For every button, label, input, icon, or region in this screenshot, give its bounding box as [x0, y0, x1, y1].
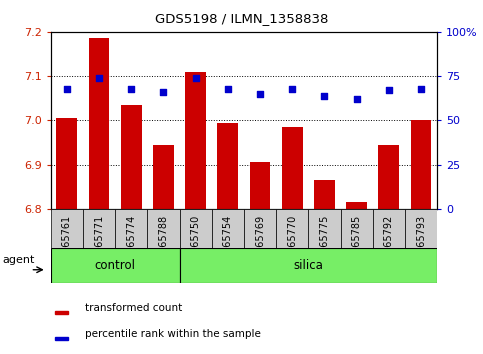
Bar [88, 39, 110, 209]
Text: GSM665793: GSM665793 [416, 215, 426, 274]
Point [256, 91, 264, 97]
Bar [346, 202, 367, 209]
Bar [276, 209, 308, 248]
Bar [378, 145, 399, 209]
Text: GSM665774: GSM665774 [126, 215, 136, 274]
Bar [180, 209, 212, 248]
Bar [250, 162, 270, 209]
Text: GSM665761: GSM665761 [62, 215, 72, 274]
Bar [308, 209, 341, 248]
Bar [51, 248, 180, 283]
Bar [411, 120, 431, 209]
Text: GSM665754: GSM665754 [223, 215, 233, 274]
Text: GSM665770: GSM665770 [287, 215, 297, 274]
Point [63, 86, 71, 91]
Point [353, 96, 360, 102]
Text: GSM665792: GSM665792 [384, 215, 394, 274]
Text: GSM665771: GSM665771 [94, 215, 104, 274]
Bar [217, 124, 238, 209]
Bar [55, 311, 68, 314]
Bar [341, 209, 373, 248]
Bar [55, 337, 68, 340]
Text: GSM665769: GSM665769 [255, 215, 265, 274]
Bar [51, 209, 83, 248]
Point [385, 87, 393, 93]
Point [288, 86, 296, 91]
Bar [57, 118, 77, 209]
Bar [212, 209, 244, 248]
Text: agent: agent [2, 255, 35, 265]
Point [159, 89, 167, 95]
Text: control: control [95, 259, 136, 272]
Bar [83, 209, 115, 248]
Point [224, 86, 232, 91]
Text: GSM665785: GSM665785 [352, 215, 362, 274]
Text: percentile rank within the sample: percentile rank within the sample [85, 329, 261, 339]
Bar [405, 209, 437, 248]
Bar [244, 209, 276, 248]
Text: GSM665788: GSM665788 [158, 215, 169, 274]
Bar [115, 209, 147, 248]
Bar [180, 248, 437, 283]
Bar [314, 180, 335, 209]
Text: silica: silica [293, 259, 323, 272]
Point [95, 75, 103, 81]
Text: transformed count: transformed count [85, 303, 182, 313]
Bar [373, 209, 405, 248]
Text: GDS5198 / ILMN_1358838: GDS5198 / ILMN_1358838 [155, 12, 328, 25]
Point [417, 86, 425, 91]
Point [321, 93, 328, 98]
Text: GSM665750: GSM665750 [191, 215, 200, 274]
Point [192, 75, 199, 81]
Bar [153, 145, 174, 209]
Text: GSM665775: GSM665775 [319, 215, 329, 274]
Bar [121, 105, 142, 209]
Point [128, 86, 135, 91]
Bar [147, 209, 180, 248]
Bar [185, 72, 206, 209]
Bar [282, 127, 303, 209]
